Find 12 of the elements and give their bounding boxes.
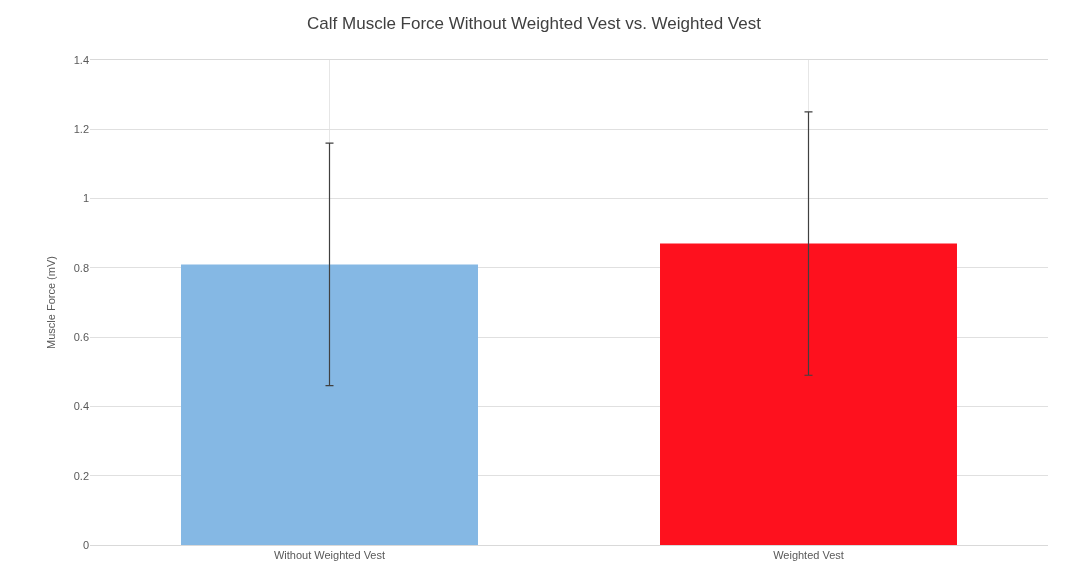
- chart-title: Calf Muscle Force Without Weighted Vest vs. Weighted Vest: [307, 14, 762, 34]
- y-tick-label: 0.4: [73, 400, 89, 413]
- y-tick-label: 0: [82, 538, 89, 551]
- y-tick-label: 1.2: [73, 123, 89, 136]
- y-tick-label: 0.2: [73, 469, 89, 482]
- y-tick-label: 0.6: [73, 330, 89, 343]
- y-tick-label: 1.4: [73, 53, 89, 66]
- y-tick-label: 1: [82, 192, 89, 205]
- x-tick-label: Weighted Vest: [773, 549, 844, 562]
- x-tick-label: Without Weighted Vest: [273, 549, 386, 562]
- y-axis-title: Muscle Force (mV): [45, 256, 58, 349]
- y-tick-label: 0.8: [73, 261, 89, 274]
